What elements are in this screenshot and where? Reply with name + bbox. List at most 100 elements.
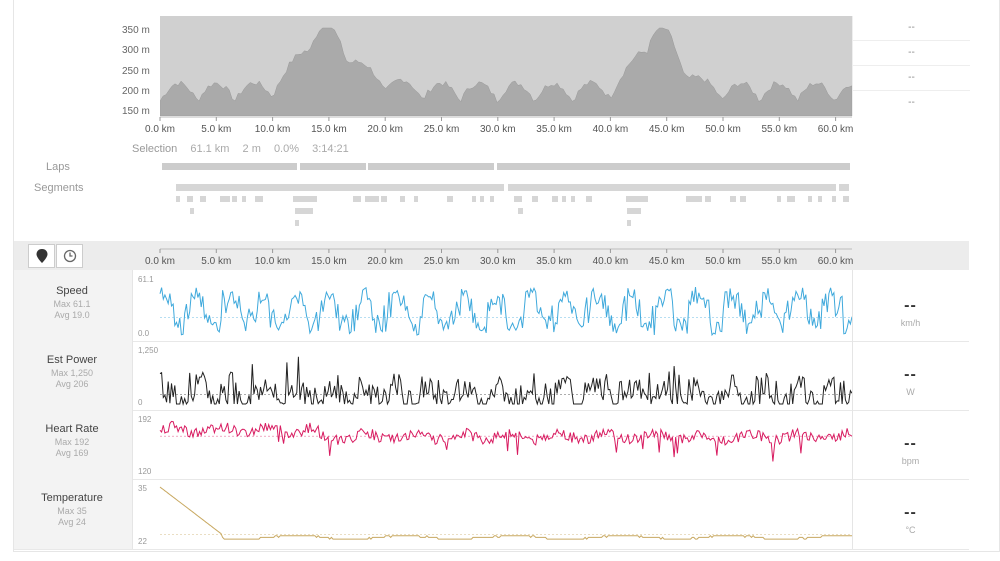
elevation-chart[interactable] [160, 16, 852, 116]
stream-row: 35 22 [14, 479, 969, 550]
segment-bar[interactable] [293, 196, 317, 202]
stream-name: Heart Rate [45, 423, 99, 435]
segment-bar[interactable] [562, 196, 566, 202]
stream-line [159, 286, 852, 337]
segment-bar[interactable] [740, 196, 746, 202]
distance-tick-label: 35.0 km [536, 256, 572, 267]
stream-chart[interactable]: 1,250 0 [132, 341, 852, 410]
distance-tick-label: 25.0 km [424, 124, 460, 135]
lap-bar[interactable] [497, 163, 850, 170]
segment-bar[interactable] [400, 196, 405, 202]
segment-bar[interactable] [414, 196, 418, 202]
stream-axis-max: 1,250 [138, 346, 159, 355]
laps-and-segments[interactable] [160, 160, 852, 230]
stream-line [159, 486, 852, 540]
stream-value-speed: -- km/h [852, 297, 969, 328]
segment-bar[interactable] [627, 208, 641, 214]
stream-unit: W [906, 387, 915, 397]
distance-tick-label: 20.0 km [367, 124, 403, 135]
segment-bar[interactable] [777, 196, 781, 202]
segment-bar[interactable] [626, 196, 648, 202]
stream-avg: Avg 24 [58, 517, 86, 527]
segment-bar[interactable] [586, 196, 592, 202]
distance-tick-label: 60.0 km [818, 256, 854, 267]
stream-max: Max 192 [54, 437, 90, 447]
distance-tick-label: 60.0 km [818, 124, 854, 135]
segment-bar[interactable] [843, 196, 849, 202]
segment-bar[interactable] [447, 196, 453, 202]
segment-bar[interactable] [787, 196, 795, 202]
distance-tick-label: 15.0 km [311, 256, 347, 267]
selection-label: Selection [132, 143, 178, 155]
segment-bar[interactable] [200, 196, 206, 202]
distance-tick-label: 15.0 km [311, 124, 347, 135]
stream-unit: km/h [900, 318, 921, 328]
stream-max: Max 61.1 [53, 299, 91, 309]
segment-bar[interactable] [705, 196, 711, 202]
segment-bar[interactable] [190, 208, 194, 214]
stream-row: 1,250 0 [14, 341, 969, 411]
lap-bar[interactable] [368, 163, 494, 170]
segment-bar[interactable] [532, 196, 538, 202]
segment-bar[interactable] [232, 196, 237, 202]
time-mode-button[interactable] [56, 244, 83, 268]
segment-bar[interactable] [571, 196, 575, 202]
stream-current-value: -- [904, 297, 917, 314]
segment-bar[interactable] [220, 196, 230, 202]
segment-bar[interactable] [176, 184, 504, 191]
distance-tick-label: 5.0 km [201, 256, 231, 267]
stream-axis-min: 120 [138, 467, 152, 476]
segment-bar[interactable] [627, 220, 631, 226]
distance-tick-label: 30.0 km [480, 256, 516, 267]
segment-bar[interactable] [255, 196, 263, 202]
stream-avg: Avg 169 [55, 448, 89, 458]
stream-axis-max: 61.1 [138, 275, 154, 284]
distance-tick-label: 55.0 km [762, 256, 798, 267]
elevation-profile [160, 27, 852, 116]
distance-tick-label: 40.0 km [593, 256, 629, 267]
lap-bar[interactable] [162, 163, 297, 170]
segment-bar[interactable] [808, 196, 812, 202]
segment-bar[interactable] [480, 196, 484, 202]
stream-axis-max: 192 [138, 415, 152, 424]
segment-bar[interactable] [295, 220, 299, 226]
distance-tick-label: 55.0 km [762, 124, 798, 135]
segment-bar[interactable] [490, 196, 494, 202]
segment-bar[interactable] [295, 208, 313, 214]
stream-value-panel [852, 410, 970, 479]
segment-bar[interactable] [832, 196, 836, 202]
segment-bar[interactable] [508, 184, 836, 191]
segment-bar[interactable] [187, 196, 193, 202]
stream-line [159, 356, 852, 406]
distance-tick-label: 35.0 km [536, 124, 572, 135]
stream-label-speed: Speed Max 61.1 Avg 19.0 [14, 285, 130, 321]
stream-row: 61.1 0.0 [14, 270, 969, 342]
segment-bar[interactable] [381, 196, 387, 202]
stream-max: Max 35 [57, 506, 87, 516]
segment-bar[interactable] [518, 208, 523, 214]
segment-bar[interactable] [730, 196, 736, 202]
stream-chart[interactable]: 192 120 [132, 410, 852, 479]
lap-bar[interactable] [300, 163, 366, 170]
distance-tick-label: 50.0 km [705, 256, 741, 267]
segment-bar[interactable] [839, 184, 849, 191]
stream-avg: Avg 206 [55, 379, 89, 389]
distance-tick-label: 10.0 km [255, 124, 291, 135]
segment-bar[interactable] [472, 196, 476, 202]
stream-chart[interactable]: 61.1 0.0 [132, 270, 852, 341]
segment-bar[interactable] [818, 196, 822, 202]
distance-mode-button[interactable] [28, 244, 55, 268]
stream-axis-min: 22 [138, 537, 147, 546]
distance-tick-label: 45.0 km [649, 124, 685, 135]
segment-bar[interactable] [365, 196, 379, 202]
stream-chart[interactable]: 35 22 [132, 479, 852, 549]
stream-toolbar [14, 241, 969, 270]
elevation-stat: -- [853, 41, 970, 66]
segment-bar[interactable] [552, 196, 558, 202]
segment-bar[interactable] [514, 196, 522, 202]
segment-bar[interactable] [176, 196, 180, 202]
segment-bar[interactable] [686, 196, 702, 202]
segment-bar[interactable] [242, 196, 246, 202]
segment-bar[interactable] [353, 196, 361, 202]
stream-value-panel [852, 479, 970, 549]
